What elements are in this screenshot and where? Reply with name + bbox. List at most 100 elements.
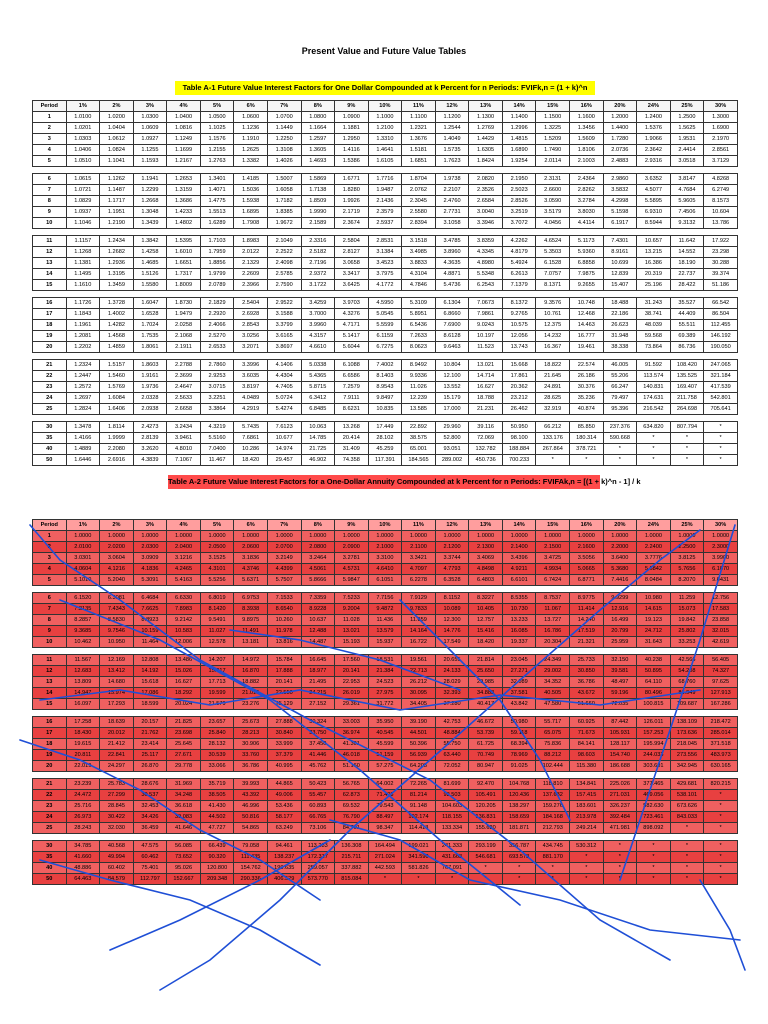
factor-cell: 10.063 [300, 421, 336, 433]
rate-column-header: 2% [99, 100, 134, 112]
factor-cell: 134.841 [569, 778, 604, 790]
factor-cell: 8.5355 [501, 592, 537, 604]
factor-cell: 22.574 [569, 359, 604, 371]
factor-cell: 21.814 [468, 654, 503, 666]
group-spacer [32, 771, 738, 779]
factor-cell: 12.169 [99, 654, 134, 666]
factor-cell: 108.420 [669, 359, 705, 371]
factor-cell: 6.4803 [468, 574, 503, 586]
factor-cell: 4.8010 [166, 443, 201, 455]
factor-cell: * [703, 432, 738, 444]
factor-cell: 249.214 [569, 822, 604, 834]
factor-cell: 1.9799 [199, 268, 235, 280]
factor-cell: 10.761 [535, 308, 570, 320]
factor-cell: 23.858 [703, 614, 738, 626]
period-cell: 2 [32, 541, 67, 553]
table-row: 7 7.2135 7.4343 7.6625 7.8983 8.1420 8.3938 8.6… [32, 603, 738, 615]
factor-cell: 6.8858 [569, 257, 604, 269]
factor-cell: 293.199 [468, 840, 503, 852]
rate-column-header: 3% [132, 519, 168, 531]
factor-cell: 26.186 [569, 370, 604, 382]
table-row: 14 1.1495 1.3195 1.5126 1.7317 1.9799 2.2609 2.… [32, 268, 738, 280]
factor-cell: 1.0612 [99, 133, 134, 145]
factor-cell: 2.4414 [669, 144, 705, 156]
table-row: 10 10.462 10.950 11.464 12.006 12.578 13.181 13… [32, 636, 738, 648]
factor-cell: 55.750 [434, 738, 470, 750]
factor-cell: 2.8139 [132, 432, 168, 444]
factor-cell: 22.841 [99, 749, 134, 761]
factor-cell: 1.6406 [99, 403, 134, 415]
factor-cell: 634.820 [636, 421, 671, 433]
factor-cell: 1.2653 [166, 173, 201, 185]
factor-cell: 2.1100 [401, 541, 436, 553]
factor-cell: 49.994 [99, 851, 134, 863]
factor-cell: 32.919 [535, 403, 570, 415]
table-row: 12 1.1268 1.2682 1.4258 1.6010 1.7959 2.0122 2.… [32, 246, 738, 258]
factor-cell: 24.215 [300, 687, 336, 699]
table-row: 15 16.097 17.293 18.599 20.024 21.579 23.276 25… [32, 698, 738, 710]
factor-cell: 5.5160 [199, 432, 235, 444]
factor-cell: 1.2167 [166, 155, 201, 167]
factor-cell: 84.701 [334, 822, 369, 834]
factor-cell: 767.091 [434, 862, 470, 874]
factor-cell: 1.0829 [65, 195, 101, 207]
factor-cell: 3.6352 [636, 173, 671, 185]
factor-cell: 17.922 [703, 235, 738, 247]
factor-cell: 25.117 [132, 749, 168, 761]
factor-cell: 9.8975 [233, 614, 268, 626]
factor-cell: 43.392 [233, 789, 268, 801]
factor-cell: 3.9461 [166, 432, 201, 444]
factor-cell: 66.542 [703, 297, 738, 309]
factor-cell: 53.739 [468, 727, 503, 739]
factor-cell: 63.440 [434, 749, 470, 761]
period-cell: 50 [32, 873, 67, 885]
factor-cell: 25.716 [65, 800, 101, 812]
table-a1: Period 1% 2% 3% 4% 5% 6% 7% 8% 9% 10% 11% 12% 13% 14% 1… [32, 100, 738, 466]
factor-cell: 18.430 [65, 727, 101, 739]
factor-cell: 6.9310 [636, 206, 671, 218]
factor-cell: 126.011 [636, 716, 671, 728]
factor-cell: 1.0100 [65, 111, 101, 123]
factor-cell: 2.5633 [166, 392, 201, 404]
factor-cell: 24.297 [99, 760, 134, 772]
factor-cell: 26.973 [65, 811, 101, 823]
factor-cell: 1.2769 [468, 122, 503, 134]
factor-cell: 172.317 [300, 851, 336, 863]
factor-cell: 2.5937 [367, 217, 403, 229]
factor-cell: 1.5625 [669, 122, 705, 134]
factor-cell: * [501, 862, 537, 874]
factor-cell: * [669, 862, 705, 874]
factor-cell: 215.711 [334, 851, 369, 863]
factor-cell: 27.975 [367, 687, 403, 699]
table-row: 7 1.0721 1.1487 1.2299 1.3159 1.4071 1.5036 1.6… [32, 184, 738, 196]
factor-cell: 112.797 [132, 873, 168, 885]
factor-cell: 9.2765 [501, 308, 537, 320]
factor-cell: 8.2857 [65, 614, 101, 626]
factor-cell: 2.2500 [669, 541, 705, 553]
factor-cell: 1.0000 [535, 530, 570, 542]
factor-cell: 3.9900 [703, 552, 738, 564]
factor-cell: 4.3219 [199, 421, 235, 433]
factor-cell: 3.9703 [334, 297, 369, 309]
factor-cell: 10.197 [468, 330, 503, 342]
factor-cell: 91.148 [401, 800, 436, 812]
period-cell: 18 [32, 319, 67, 331]
factor-cell: 8.6231 [334, 403, 369, 415]
factor-cell: 87.442 [602, 716, 638, 728]
factor-cell: 5.2040 [99, 574, 134, 586]
factor-cell: 9.8497 [367, 392, 403, 404]
factor-cell: 2.1911 [166, 341, 201, 353]
factor-cell: 4.1836 [132, 563, 168, 575]
factor-cell: 13.268 [334, 421, 369, 433]
factor-cell: 18.822 [535, 359, 570, 371]
factor-cell: 29.457 [266, 454, 302, 466]
factor-cell: 1.2950 [334, 133, 369, 145]
factor-cell: 13.743 [501, 341, 537, 353]
factor-cell: 1.1726 [65, 297, 101, 309]
factor-cell: 5.8951 [401, 308, 436, 320]
factor-cell: 138.297 [501, 800, 537, 812]
factor-cell: 157.253 [636, 727, 671, 739]
factor-cell: 37.581 [501, 687, 537, 699]
factor-cell: 118.810 [535, 778, 570, 790]
factor-cell: 7.4301 [602, 235, 638, 247]
